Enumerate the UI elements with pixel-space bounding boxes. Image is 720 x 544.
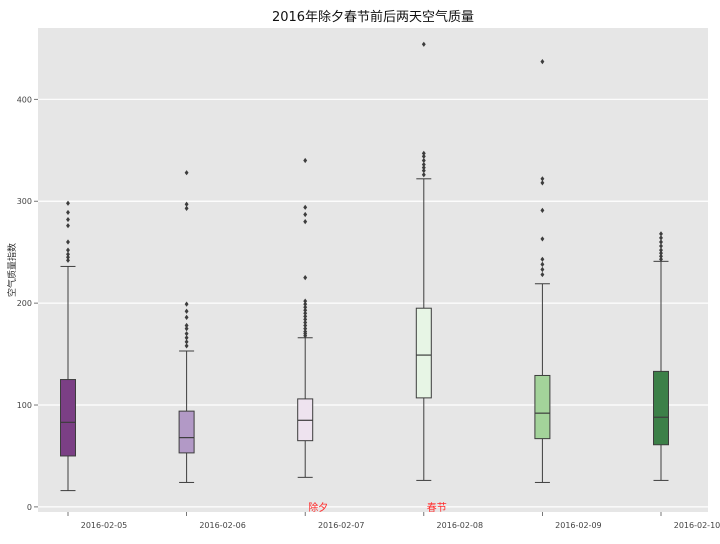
- outlier-point: [540, 207, 545, 213]
- x-tick-label: 2016-02-08: [437, 521, 484, 530]
- outlier-point: [659, 256, 663, 262]
- outlier-point: [184, 301, 189, 307]
- outlier-point: [421, 150, 426, 156]
- outlier-point: [659, 253, 663, 259]
- annotation-label: 除夕: [308, 501, 328, 514]
- outlier-point: [303, 313, 308, 319]
- outlier-point: [303, 322, 308, 329]
- outlier-point: [184, 339, 189, 345]
- outlier-point: [540, 271, 545, 278]
- outlier-point: [184, 205, 189, 211]
- outlier-point: [540, 261, 545, 267]
- plot-background: [38, 28, 708, 512]
- box-body: [60, 379, 76, 457]
- outlier-point: [184, 201, 189, 207]
- outlier-point: [303, 316, 308, 323]
- outlier-point: [184, 343, 189, 349]
- y-tick-label: 200: [17, 299, 32, 308]
- x-tick-label: 2016-02-07: [318, 521, 365, 530]
- outlier-point: [421, 168, 426, 174]
- x-tick-label: 2016-02-06: [199, 521, 246, 530]
- y-tick-label: 300: [17, 197, 32, 206]
- outlier-point: [659, 239, 663, 245]
- box-group: [534, 59, 551, 483]
- outlier-point: [66, 216, 70, 223]
- outlier-point: [303, 298, 308, 304]
- outlier-point: [659, 243, 663, 249]
- outlier-point: [66, 209, 70, 216]
- y-tick-label: 0: [27, 503, 32, 512]
- outlier-point: [184, 331, 189, 337]
- outlier-point: [66, 257, 70, 263]
- outlier-point: [66, 251, 70, 257]
- outlier-point: [303, 275, 308, 281]
- outlier-point: [184, 314, 189, 320]
- outlier-point: [303, 329, 308, 335]
- outlier-point: [184, 308, 189, 314]
- box-group: [415, 41, 432, 481]
- outlier-point: [421, 164, 426, 171]
- outlier-point: [659, 235, 663, 241]
- box-group: [178, 170, 195, 483]
- chart-title: 2016年除夕春节前后两天空气质量: [272, 9, 474, 25]
- outlier-point: [421, 153, 426, 159]
- outlier-point: [540, 59, 545, 65]
- outlier-point: [66, 254, 70, 260]
- box-group: [297, 157, 314, 478]
- outlier-point: [303, 204, 308, 210]
- outlier-point: [66, 200, 70, 206]
- outlier-point: [540, 180, 545, 186]
- outlier-point: [184, 322, 189, 329]
- outlier-point: [66, 247, 70, 253]
- outlier-point: [303, 219, 308, 225]
- outlier-point: [540, 256, 545, 262]
- y-tick-label: 100: [17, 401, 32, 410]
- outlier-point: [659, 231, 663, 237]
- box-body: [178, 410, 195, 454]
- y-tick-label: 400: [17, 95, 32, 104]
- outlier-point: [421, 172, 426, 178]
- boxes: [60, 41, 669, 492]
- outlier-point: [184, 335, 189, 341]
- box-body: [653, 370, 669, 446]
- gridlines: [38, 98, 708, 508]
- outlier-point: [540, 236, 545, 242]
- outlier-point: [303, 301, 308, 307]
- annotations: 除夕 春节: [308, 501, 447, 514]
- outlier-point: [421, 157, 426, 164]
- outlier-point: [659, 250, 663, 256]
- outlier-point: [303, 310, 308, 316]
- outlier-point: [303, 211, 308, 218]
- outlier-point: [540, 266, 545, 273]
- box-group: [653, 231, 669, 481]
- outlier-point: [303, 307, 308, 313]
- outlier-point: [421, 161, 426, 168]
- outlier-point: [184, 325, 189, 332]
- outlier-point: [303, 325, 308, 332]
- y-axis-label: 空气质量指数: [6, 243, 18, 297]
- annotation-label: 春节: [427, 502, 447, 514]
- outlier-point: [540, 176, 545, 182]
- outlier-point: [421, 41, 426, 47]
- outlier-point: [184, 170, 189, 176]
- axes: 0 100 200 300 400 2016-02-05 2016-02-06 2016-02…: [17, 95, 720, 530]
- box-body: [415, 307, 432, 399]
- outlier-point: [303, 157, 308, 164]
- x-tick-label: 2016-02-10: [674, 521, 720, 530]
- outlier-point: [66, 223, 70, 229]
- box-body: [534, 374, 551, 440]
- outlier-point: [66, 239, 70, 245]
- outlier-point: [303, 304, 308, 310]
- x-tick-label: 2016-02-05: [81, 521, 128, 530]
- x-tick-label: 2016-02-09: [555, 521, 602, 530]
- box-group: [60, 200, 76, 492]
- outlier-point: [303, 319, 308, 326]
- outlier-point: [659, 247, 663, 253]
